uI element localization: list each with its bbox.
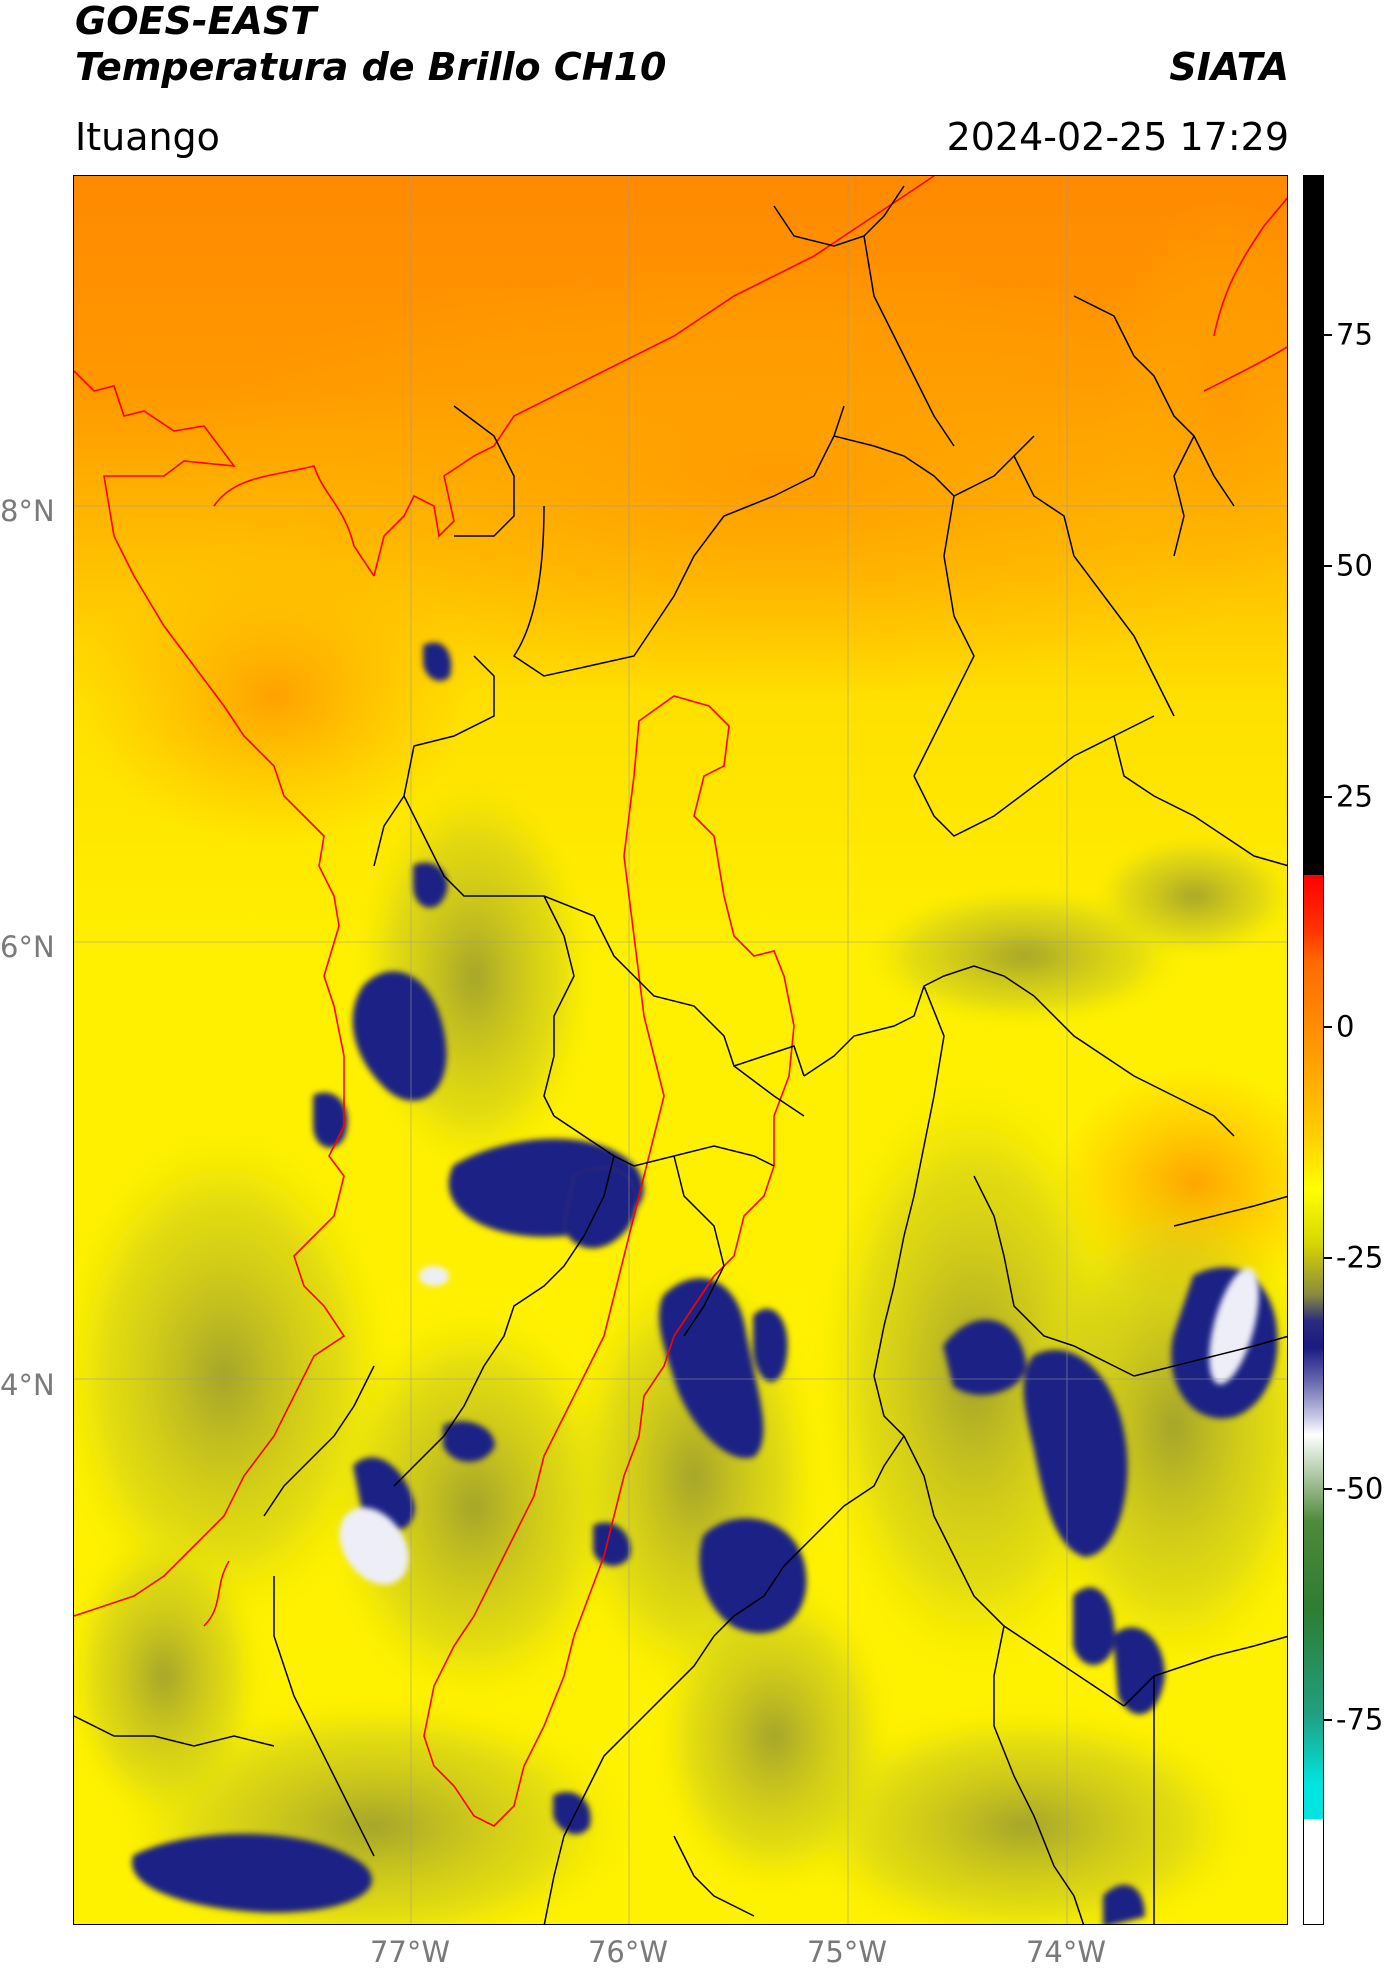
warm-region-north: [174, 256, 1287, 696]
colorbar: [1303, 175, 1324, 1925]
colorbar-label-25: 25: [1336, 779, 1373, 814]
coastline: [74, 176, 1287, 1627]
colorbar-tick: [1324, 1488, 1332, 1490]
satellite-map: [73, 175, 1288, 1925]
colorbar-tick: [1324, 1719, 1332, 1721]
location-label: Ituango: [75, 115, 220, 159]
datetime-label: 2024-02-25 17:29: [946, 115, 1289, 159]
colorbar-label-50: 50: [1336, 548, 1373, 583]
latitude-label-8n: 8°N: [0, 494, 55, 528]
title-line-2: Temperatura de Brillo CH10: [75, 45, 667, 89]
colorbar-tick: [1324, 565, 1332, 567]
warm-region-pacific: [74, 546, 474, 846]
colorbar-tick: [1324, 1257, 1332, 1259]
graticule: [74, 176, 1287, 1924]
cold-cloud-tops: [131, 642, 1278, 1924]
colorbar-tick: [1324, 1026, 1332, 1028]
title-line-1: GOES-EAST: [75, 0, 317, 43]
colorbar-tick: [1324, 796, 1332, 798]
brightness-temperature-field: [74, 176, 1287, 1924]
colorbar-label-75: 75: [1336, 317, 1373, 352]
colorbar-tick: [1324, 334, 1332, 336]
colorbar-label-0: 0: [1336, 1009, 1355, 1044]
latitude-label-6n: 6°N: [0, 930, 55, 964]
organization-label: SIATA: [1169, 45, 1289, 89]
admin-borders: [74, 185, 1287, 1924]
colorbar-label-minus50: -50: [1336, 1471, 1384, 1506]
latitude-label-4n: 4°N: [0, 1368, 55, 1402]
longitude-label-76w: 76°W: [587, 1935, 669, 1969]
colorbar-label-minus25: -25: [1336, 1240, 1384, 1275]
colorbar-label-minus75: -75: [1336, 1702, 1384, 1737]
warm-region-north-east: [1104, 196, 1287, 596]
longitude-label-77w: 77°W: [369, 1935, 451, 1969]
longitude-label-74w: 74°W: [1025, 1935, 1107, 1969]
coldest-cloud-tops: [339, 1266, 1259, 1585]
longitude-label-75w: 75°W: [806, 1935, 888, 1969]
